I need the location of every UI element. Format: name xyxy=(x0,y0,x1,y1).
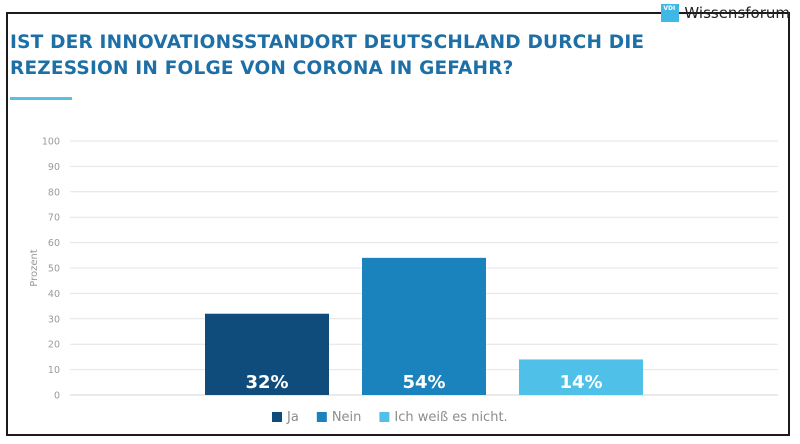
vdi-logo-badge: VDI xyxy=(661,4,680,22)
legend-label-nein: Nein xyxy=(332,410,362,425)
data-label-ich-wei-es-nicht: 14% xyxy=(559,372,602,393)
y-tick-label-20: 20 xyxy=(48,340,60,351)
legend-label-ich-wei-es-nicht: Ich weiß es nicht. xyxy=(394,410,507,425)
y-tick-label-70: 70 xyxy=(48,213,60,224)
y-tick-label-40: 40 xyxy=(48,289,60,300)
y-tick-label-90: 90 xyxy=(48,162,60,173)
y-tick-label-0: 0 xyxy=(54,391,60,402)
y-tick-label-10: 10 xyxy=(48,365,60,376)
bar-ja xyxy=(205,313,329,395)
y-axis-label: Prozent xyxy=(29,249,40,287)
y-tick-label-100: 100 xyxy=(42,137,60,148)
legend-swatch-ich-wei-es-nicht xyxy=(379,412,390,422)
bar-ich-wei-es-nicht xyxy=(519,359,643,395)
page-title: IST DER INNOVATIONSSTANDORT DEUTSCHLAND … xyxy=(10,32,645,79)
vdi-wissensforum-logo: VDI Wissensforum xyxy=(661,4,790,22)
logo-text: Wissensforum xyxy=(684,4,790,22)
y-tick-label-30: 30 xyxy=(48,314,60,325)
legend-swatch-nein xyxy=(316,412,327,422)
y-tick-label-50: 50 xyxy=(48,264,60,275)
y-tick-label-60: 60 xyxy=(48,238,60,249)
title-accent-line xyxy=(10,97,72,100)
legend-swatch-ja xyxy=(272,412,282,422)
y-tick-label-80: 80 xyxy=(48,187,60,198)
data-label-nein: 54% xyxy=(402,372,445,393)
bar-nein xyxy=(362,257,486,395)
data-label-ja: 32% xyxy=(245,372,288,393)
legend-label-ja: Ja xyxy=(286,410,299,425)
